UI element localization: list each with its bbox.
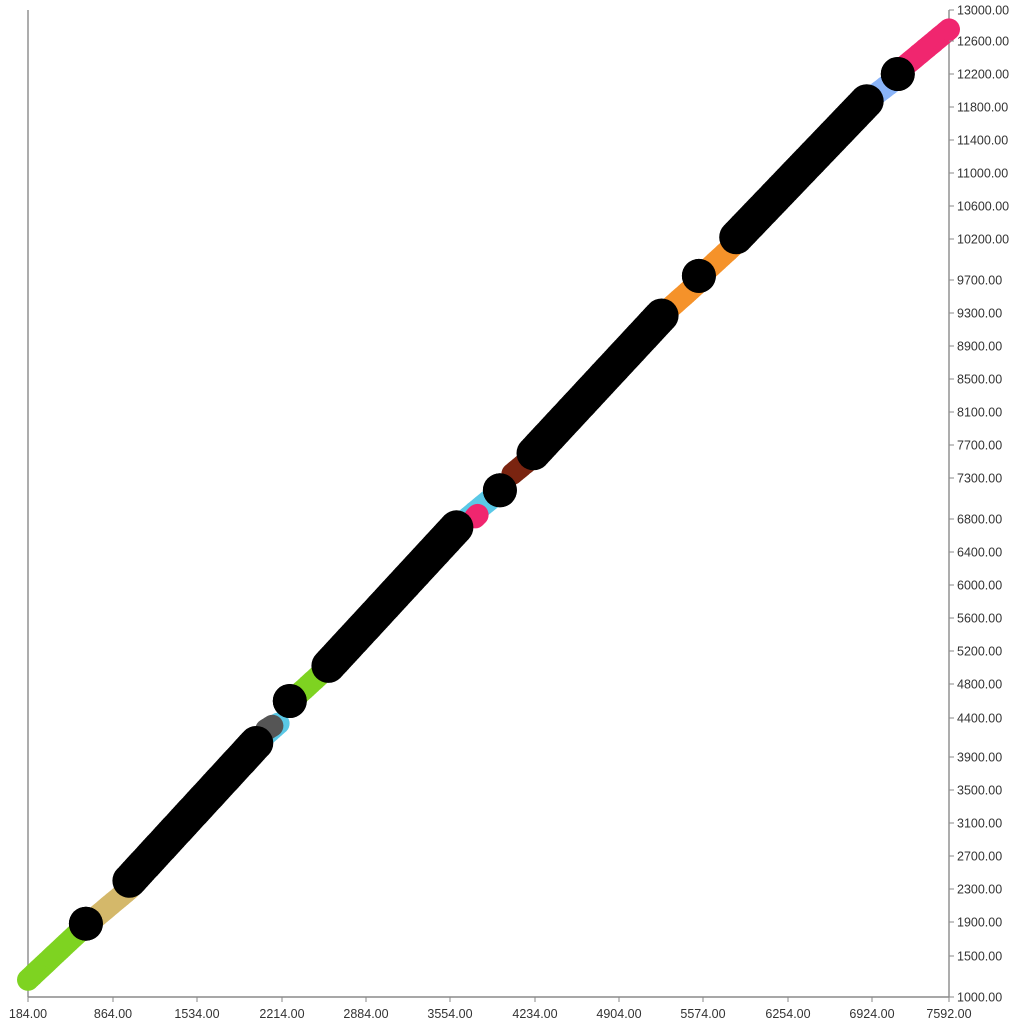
y-tick-label: 9300.00 bbox=[957, 307, 1002, 321]
x-tick-label: 2214.00 bbox=[259, 1007, 304, 1021]
y-tick-label: 7700.00 bbox=[957, 439, 1002, 453]
y-tick-label: 2300.00 bbox=[957, 883, 1002, 897]
x-tick-label: 2884.00 bbox=[343, 1007, 388, 1021]
data-point bbox=[466, 503, 489, 526]
y-tick-label: 1500.00 bbox=[957, 950, 1002, 964]
data-point bbox=[439, 510, 474, 545]
x-tick-label: 7592.00 bbox=[926, 1007, 971, 1021]
data-point bbox=[644, 298, 679, 333]
data-point bbox=[272, 684, 307, 718]
data-point bbox=[68, 906, 103, 941]
y-tick-label: 8500.00 bbox=[957, 373, 1002, 387]
y-tick-label: 9700.00 bbox=[957, 274, 1002, 288]
data-point bbox=[849, 84, 884, 119]
data-point bbox=[938, 18, 960, 41]
y-tick-label: 6000.00 bbox=[957, 579, 1002, 593]
x-tick-label: 5574.00 bbox=[680, 1007, 725, 1021]
y-tick-label: 8900.00 bbox=[957, 340, 1002, 354]
data-point bbox=[482, 473, 517, 508]
x-tick-label: 6254.00 bbox=[765, 1007, 810, 1021]
y-tick-label: 12600.00 bbox=[957, 35, 1009, 49]
y-tick-label: 6400.00 bbox=[957, 546, 1002, 560]
y-tick-label: 1000.00 bbox=[957, 991, 1002, 1005]
y-tick-label: 10200.00 bbox=[957, 233, 1009, 247]
y-tick-label: 11000.00 bbox=[957, 167, 1008, 181]
x-tick-label: 184.00 bbox=[9, 1007, 47, 1021]
data-marks bbox=[17, 18, 960, 991]
x-tick-label: 4234.00 bbox=[512, 1007, 557, 1021]
y-tick-label: 5600.00 bbox=[957, 612, 1002, 626]
y-tick-label: 4400.00 bbox=[957, 712, 1002, 726]
data-point bbox=[239, 726, 274, 760]
data-point bbox=[880, 57, 915, 91]
y-tick-label: 7300.00 bbox=[957, 472, 1002, 486]
x-tick-label: 4904.00 bbox=[596, 1007, 641, 1021]
x-tick-label: 864.00 bbox=[94, 1007, 132, 1021]
y-tick-label: 11800.00 bbox=[957, 101, 1008, 115]
y-tick-label: 11400.00 bbox=[957, 134, 1008, 148]
y-tick-label: 3500.00 bbox=[957, 784, 1002, 798]
y-tick-label: 4800.00 bbox=[957, 678, 1002, 692]
data-point bbox=[681, 258, 716, 293]
x-tick-label: 6924.00 bbox=[849, 1007, 894, 1021]
y-tick-label: 5200.00 bbox=[957, 645, 1002, 659]
x-axis-ticks: 184.00 864.00 1534.00 2214.00 2884.00 3554.00… bbox=[9, 997, 972, 1021]
y-tick-label: 3100.00 bbox=[957, 817, 1002, 831]
x-tick-label: 3554.00 bbox=[427, 1007, 472, 1021]
y-tick-label: 6800.00 bbox=[957, 513, 1002, 527]
y-tick-label: 13000.00 bbox=[957, 4, 1009, 18]
y-tick-label: 8100.00 bbox=[957, 406, 1002, 420]
y-tick-label: 2700.00 bbox=[957, 850, 1002, 864]
axes bbox=[27, 10, 950, 998]
y-tick-label: 1900.00 bbox=[957, 916, 1002, 930]
y-tick-label: 12200.00 bbox=[957, 68, 1009, 82]
y-tick-label: 10600.00 bbox=[957, 200, 1009, 214]
y-tick-label: 3900.00 bbox=[957, 751, 1002, 765]
x-tick-label: 1534.00 bbox=[174, 1007, 219, 1021]
y-axis-ticks: 1000.00 1500.00 1900.00 2300.00 2700.00 3100.… bbox=[949, 4, 1009, 1005]
